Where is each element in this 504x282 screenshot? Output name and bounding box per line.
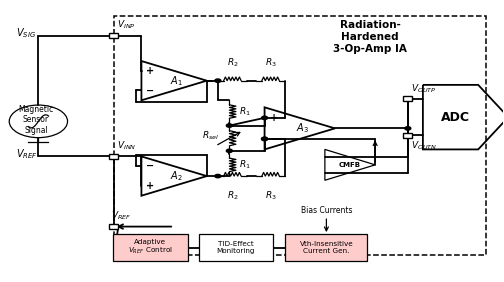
Text: $V_{OUTN}$: $V_{OUTN}$ xyxy=(411,140,437,152)
Text: $V_{REF}$: $V_{REF}$ xyxy=(111,210,132,222)
Text: $V_{REF}$: $V_{REF}$ xyxy=(16,147,37,160)
Bar xyxy=(403,96,412,102)
Text: $R_2$: $R_2$ xyxy=(227,56,238,69)
Text: $R_1$: $R_1$ xyxy=(239,158,251,171)
Circle shape xyxy=(262,116,268,120)
Circle shape xyxy=(226,124,232,127)
Text: $A_3$: $A_3$ xyxy=(296,122,309,135)
Text: ADC: ADC xyxy=(441,111,470,124)
Text: $R_3$: $R_3$ xyxy=(265,190,277,202)
Text: $R_2$: $R_2$ xyxy=(227,190,238,202)
Bar xyxy=(109,33,118,38)
Text: $A_2$: $A_2$ xyxy=(170,169,183,183)
Text: $R_{sel}$: $R_{sel}$ xyxy=(202,129,219,142)
Circle shape xyxy=(215,79,221,82)
Text: TID-Effect
Monitoring: TID-Effect Monitoring xyxy=(217,241,255,254)
Text: Vth-Insensitive
Current Gen.: Vth-Insensitive Current Gen. xyxy=(299,241,353,254)
Text: −: − xyxy=(270,134,278,144)
FancyBboxPatch shape xyxy=(199,234,273,261)
Circle shape xyxy=(262,137,268,141)
Text: −: − xyxy=(147,85,155,96)
Text: $V_{SIG}$: $V_{SIG}$ xyxy=(16,26,36,40)
Text: +: + xyxy=(147,181,155,191)
Text: $R_3$: $R_3$ xyxy=(265,56,277,69)
FancyBboxPatch shape xyxy=(113,234,187,261)
Text: $V_{INP}$: $V_{INP}$ xyxy=(117,18,136,31)
Text: Magnetic
Sensor
Signal: Magnetic Sensor Signal xyxy=(18,105,53,135)
Text: Adaptive
$V_{REF}$ Control: Adaptive $V_{REF}$ Control xyxy=(128,239,173,256)
Circle shape xyxy=(405,127,411,130)
Bar xyxy=(109,224,118,229)
Circle shape xyxy=(226,149,232,153)
Text: −: − xyxy=(147,161,155,171)
Circle shape xyxy=(262,137,268,141)
Text: CMFB: CMFB xyxy=(339,162,361,168)
Text: $A_1$: $A_1$ xyxy=(170,74,183,88)
Text: +: + xyxy=(147,66,155,76)
Bar xyxy=(403,133,412,138)
FancyBboxPatch shape xyxy=(285,234,367,261)
Text: $R_1$: $R_1$ xyxy=(239,105,251,118)
Text: Radiation-
Hardened
3-Op-Amp IA: Radiation- Hardened 3-Op-Amp IA xyxy=(333,20,407,54)
Text: $V_{OUTP}$: $V_{OUTP}$ xyxy=(411,82,437,95)
Text: $V_{INN}$: $V_{INN}$ xyxy=(117,140,137,152)
Bar xyxy=(109,154,118,159)
Text: Bias Currents: Bias Currents xyxy=(301,206,352,215)
Circle shape xyxy=(215,174,221,178)
Text: +: + xyxy=(270,113,278,123)
